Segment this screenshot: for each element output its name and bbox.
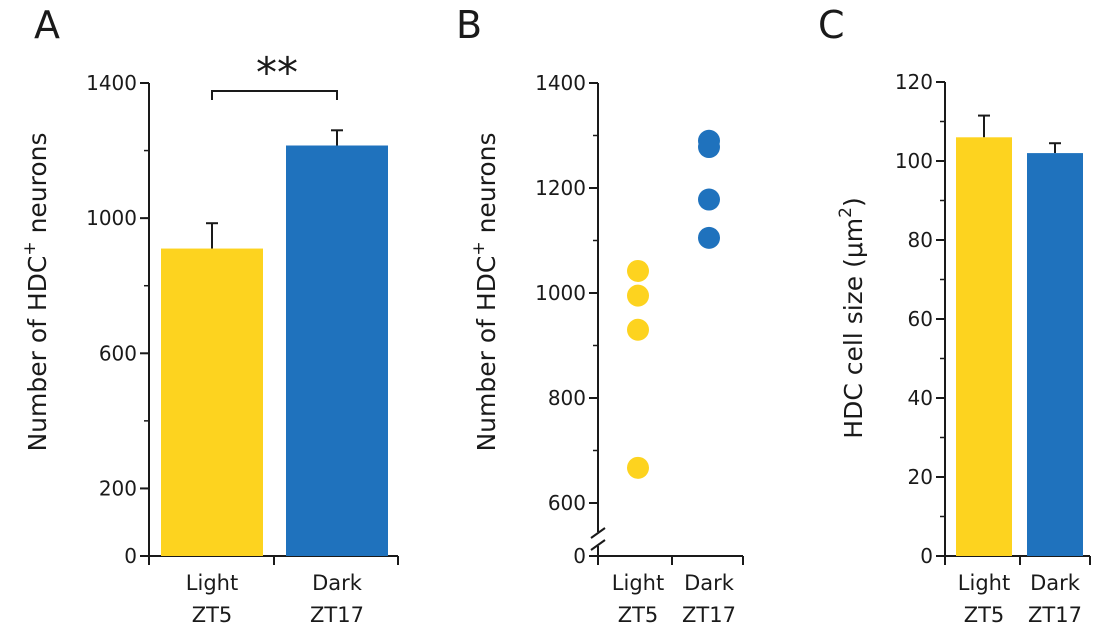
axis-break-mark bbox=[590, 527, 606, 539]
y-tick-label: 60 bbox=[908, 307, 933, 331]
category-label: Light bbox=[186, 571, 238, 595]
significance-marker: ** bbox=[256, 48, 298, 97]
y-tick-label: 1400 bbox=[535, 71, 586, 95]
y-tick-label: 0 bbox=[573, 544, 586, 568]
y-tick-label: 1000 bbox=[86, 206, 137, 230]
significance-bracket bbox=[211, 90, 338, 100]
category-sublabel: ZT5 bbox=[618, 603, 659, 627]
category-label: Dark bbox=[684, 571, 735, 595]
panel-b-y-axis-label: Number of HDC+ neurons bbox=[469, 132, 501, 451]
data-point bbox=[698, 136, 720, 159]
data-point bbox=[627, 456, 649, 479]
panel-a-plot: 0 200 600 1000 1400 Light ZT5 Dark ZT17 bbox=[86, 71, 399, 627]
panel-a-y-axis-label: Number of HDC+ neurons bbox=[20, 132, 52, 451]
panel-b-plot: 0 600 800 1000 1200 1400 Light ZT5 Dark ZT17 bbox=[535, 71, 744, 627]
y-tick-label: 1000 bbox=[535, 281, 586, 305]
panel-a: A Number of HDC+ neurons 0 200 600 1000 1400… bbox=[20, 3, 399, 627]
panel-c-y-axis-label: HDC cell size (μm2) bbox=[836, 197, 868, 438]
y-tick-label: 600 bbox=[99, 341, 137, 365]
category-label: Dark bbox=[312, 571, 363, 595]
y-tick-label: 40 bbox=[908, 386, 933, 410]
category-sublabel: ZT17 bbox=[682, 603, 736, 627]
bar bbox=[1027, 153, 1083, 556]
data-point bbox=[627, 259, 649, 282]
y-tick-label: 800 bbox=[548, 386, 586, 410]
category-label: Light bbox=[612, 571, 664, 595]
bar bbox=[956, 137, 1012, 557]
panel-b: B Number of HDC+ neurons 0 600 800 1000 1200… bbox=[456, 3, 744, 627]
category-sublabel: ZT17 bbox=[1028, 603, 1082, 627]
panel-a-letter: A bbox=[34, 3, 60, 47]
category-label: Dark bbox=[1030, 571, 1081, 595]
category-sublabel: ZT5 bbox=[964, 603, 1005, 627]
y-tick-label: 100 bbox=[895, 149, 933, 173]
bar bbox=[161, 248, 263, 557]
y-tick-label: 80 bbox=[908, 228, 933, 252]
category-sublabel: ZT17 bbox=[310, 603, 364, 627]
y-tick-label: 0 bbox=[124, 544, 137, 568]
y-tick-label: 200 bbox=[99, 476, 137, 500]
data-point bbox=[698, 226, 720, 249]
y-tick-label: 20 bbox=[908, 465, 933, 489]
y-tick-label: 120 bbox=[895, 70, 933, 94]
panel-c-letter: C bbox=[818, 3, 845, 47]
bar bbox=[286, 145, 388, 556]
y-tick-label: 1200 bbox=[535, 176, 586, 200]
y-tick-label: 1400 bbox=[86, 71, 137, 95]
panel-c: C HDC cell size (μm2) 0 20 40 60 80 100 120 Lig… bbox=[818, 3, 1091, 627]
axis-break-mark bbox=[590, 539, 606, 551]
data-point bbox=[627, 284, 649, 307]
category-label: Light bbox=[958, 571, 1010, 595]
y-tick-label: 600 bbox=[548, 491, 586, 515]
panel-b-letter: B bbox=[456, 3, 482, 47]
category-sublabel: ZT5 bbox=[192, 603, 233, 627]
data-point bbox=[627, 318, 649, 341]
panel-c-plot: 0 20 40 60 80 100 120 Light ZT5 Dark ZT17 bbox=[895, 70, 1091, 627]
data-point bbox=[698, 188, 720, 211]
y-tick-label: 0 bbox=[920, 544, 933, 568]
